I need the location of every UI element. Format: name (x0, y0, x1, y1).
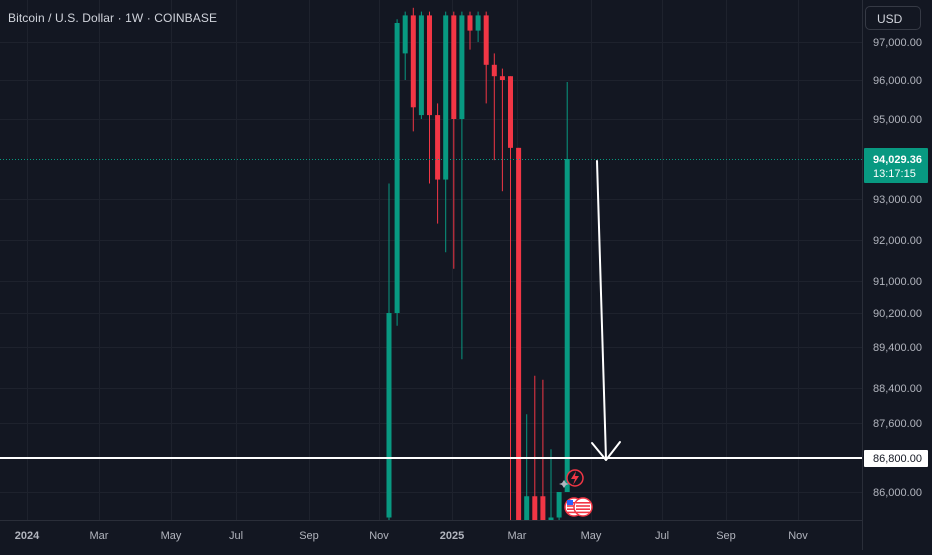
candles (386, 7, 570, 521)
candle (410, 7, 416, 132)
candle-body (451, 15, 457, 119)
candle-body (556, 492, 562, 518)
time-tick-label: Sep (299, 530, 319, 542)
price-tick-label: 89,400.00 (873, 342, 922, 354)
price-tick-label: 86,000.00 (873, 487, 922, 499)
time-tick-label: Jul (655, 530, 669, 542)
candle (532, 375, 538, 520)
time-axis-panel[interactable] (0, 520, 862, 550)
candle-body (532, 496, 538, 520)
arrow-line[interactable] (596, 160, 607, 460)
candle-body (418, 15, 424, 116)
currency-button[interactable]: USD (865, 6, 921, 30)
price-tick-label: 93,000.00 (873, 194, 922, 206)
price-tick-label: 90,200.00 (873, 308, 922, 320)
candle (475, 11, 481, 42)
time-tick-label: Nov (369, 530, 389, 542)
price-tick-label: 87,600.00 (873, 418, 922, 430)
candle (386, 183, 392, 520)
candle (508, 76, 513, 520)
price-tick-label: 92,000.00 (873, 235, 922, 247)
candle (540, 379, 546, 520)
candle (516, 147, 522, 521)
symbol-title: Bitcoin / U.S. Dollar · 1W · COINBASE (8, 11, 218, 25)
candle-body (508, 76, 513, 148)
candle (548, 449, 554, 520)
candle-body (394, 23, 400, 313)
time-tick-label: 2024 (15, 530, 40, 542)
annotations (0, 159, 862, 517)
candle-body (386, 313, 392, 518)
price-tick-label: 96,000.00 (873, 75, 922, 87)
candle (483, 11, 489, 104)
candle-body (524, 496, 530, 520)
candle (467, 11, 473, 50)
candle-body (402, 15, 408, 54)
candle (556, 492, 562, 520)
price-tick-label: 88,400.00 (873, 383, 922, 395)
candle-body (499, 76, 505, 80)
sparkle-icon (559, 480, 569, 488)
time-tick-label: Jul (229, 530, 243, 542)
time-tick-label: May (581, 530, 602, 542)
candle-body (410, 15, 416, 108)
candle-body (483, 15, 489, 65)
price-tick-label: 95,000.00 (873, 114, 922, 126)
candle-body (443, 15, 449, 180)
candle-body (516, 147, 522, 521)
candle-body (427, 15, 432, 116)
level-price-label: 86,800.00 (873, 453, 922, 465)
level-price-badge: 86,800.00 (864, 450, 928, 467)
candle-body (435, 115, 441, 180)
current-price-label: 94,029.36 (873, 154, 922, 166)
candle (435, 103, 441, 224)
candle (524, 414, 530, 520)
candle (394, 19, 400, 326)
candle-body (467, 15, 473, 31)
time-tick-label: Mar (90, 530, 109, 542)
candle (499, 68, 505, 192)
price-tick-label: 91,000.00 (873, 276, 922, 288)
candle (402, 11, 408, 80)
grid (0, 0, 862, 520)
time-tick-label: Nov (788, 530, 808, 542)
candle (427, 11, 432, 184)
candle (451, 11, 457, 269)
current-price-badge: 94,029.36 13:17:15 (864, 148, 928, 183)
candle-body (540, 496, 546, 520)
us-flag-event-icon[interactable] (573, 497, 593, 517)
candle (459, 11, 465, 360)
time-tick-label: May (161, 530, 182, 542)
candle-body (564, 159, 570, 492)
arrow-head[interactable] (591, 441, 621, 461)
candle-body (548, 517, 554, 520)
candle (491, 53, 497, 161)
candle-body (459, 15, 465, 119)
lightning-event-icon[interactable] (566, 469, 584, 487)
bar-countdown-label: 13:17:15 (873, 168, 916, 180)
candle-body (491, 64, 497, 77)
time-tick-label: Mar (508, 530, 527, 542)
time-tick-label: 2025 (440, 530, 464, 542)
price-tick-label: 97,000.00 (873, 37, 922, 49)
candle (443, 11, 449, 253)
candle-body (475, 15, 481, 31)
time-tick-label: Sep (716, 530, 736, 542)
candle (564, 81, 570, 492)
candle (418, 11, 424, 119)
